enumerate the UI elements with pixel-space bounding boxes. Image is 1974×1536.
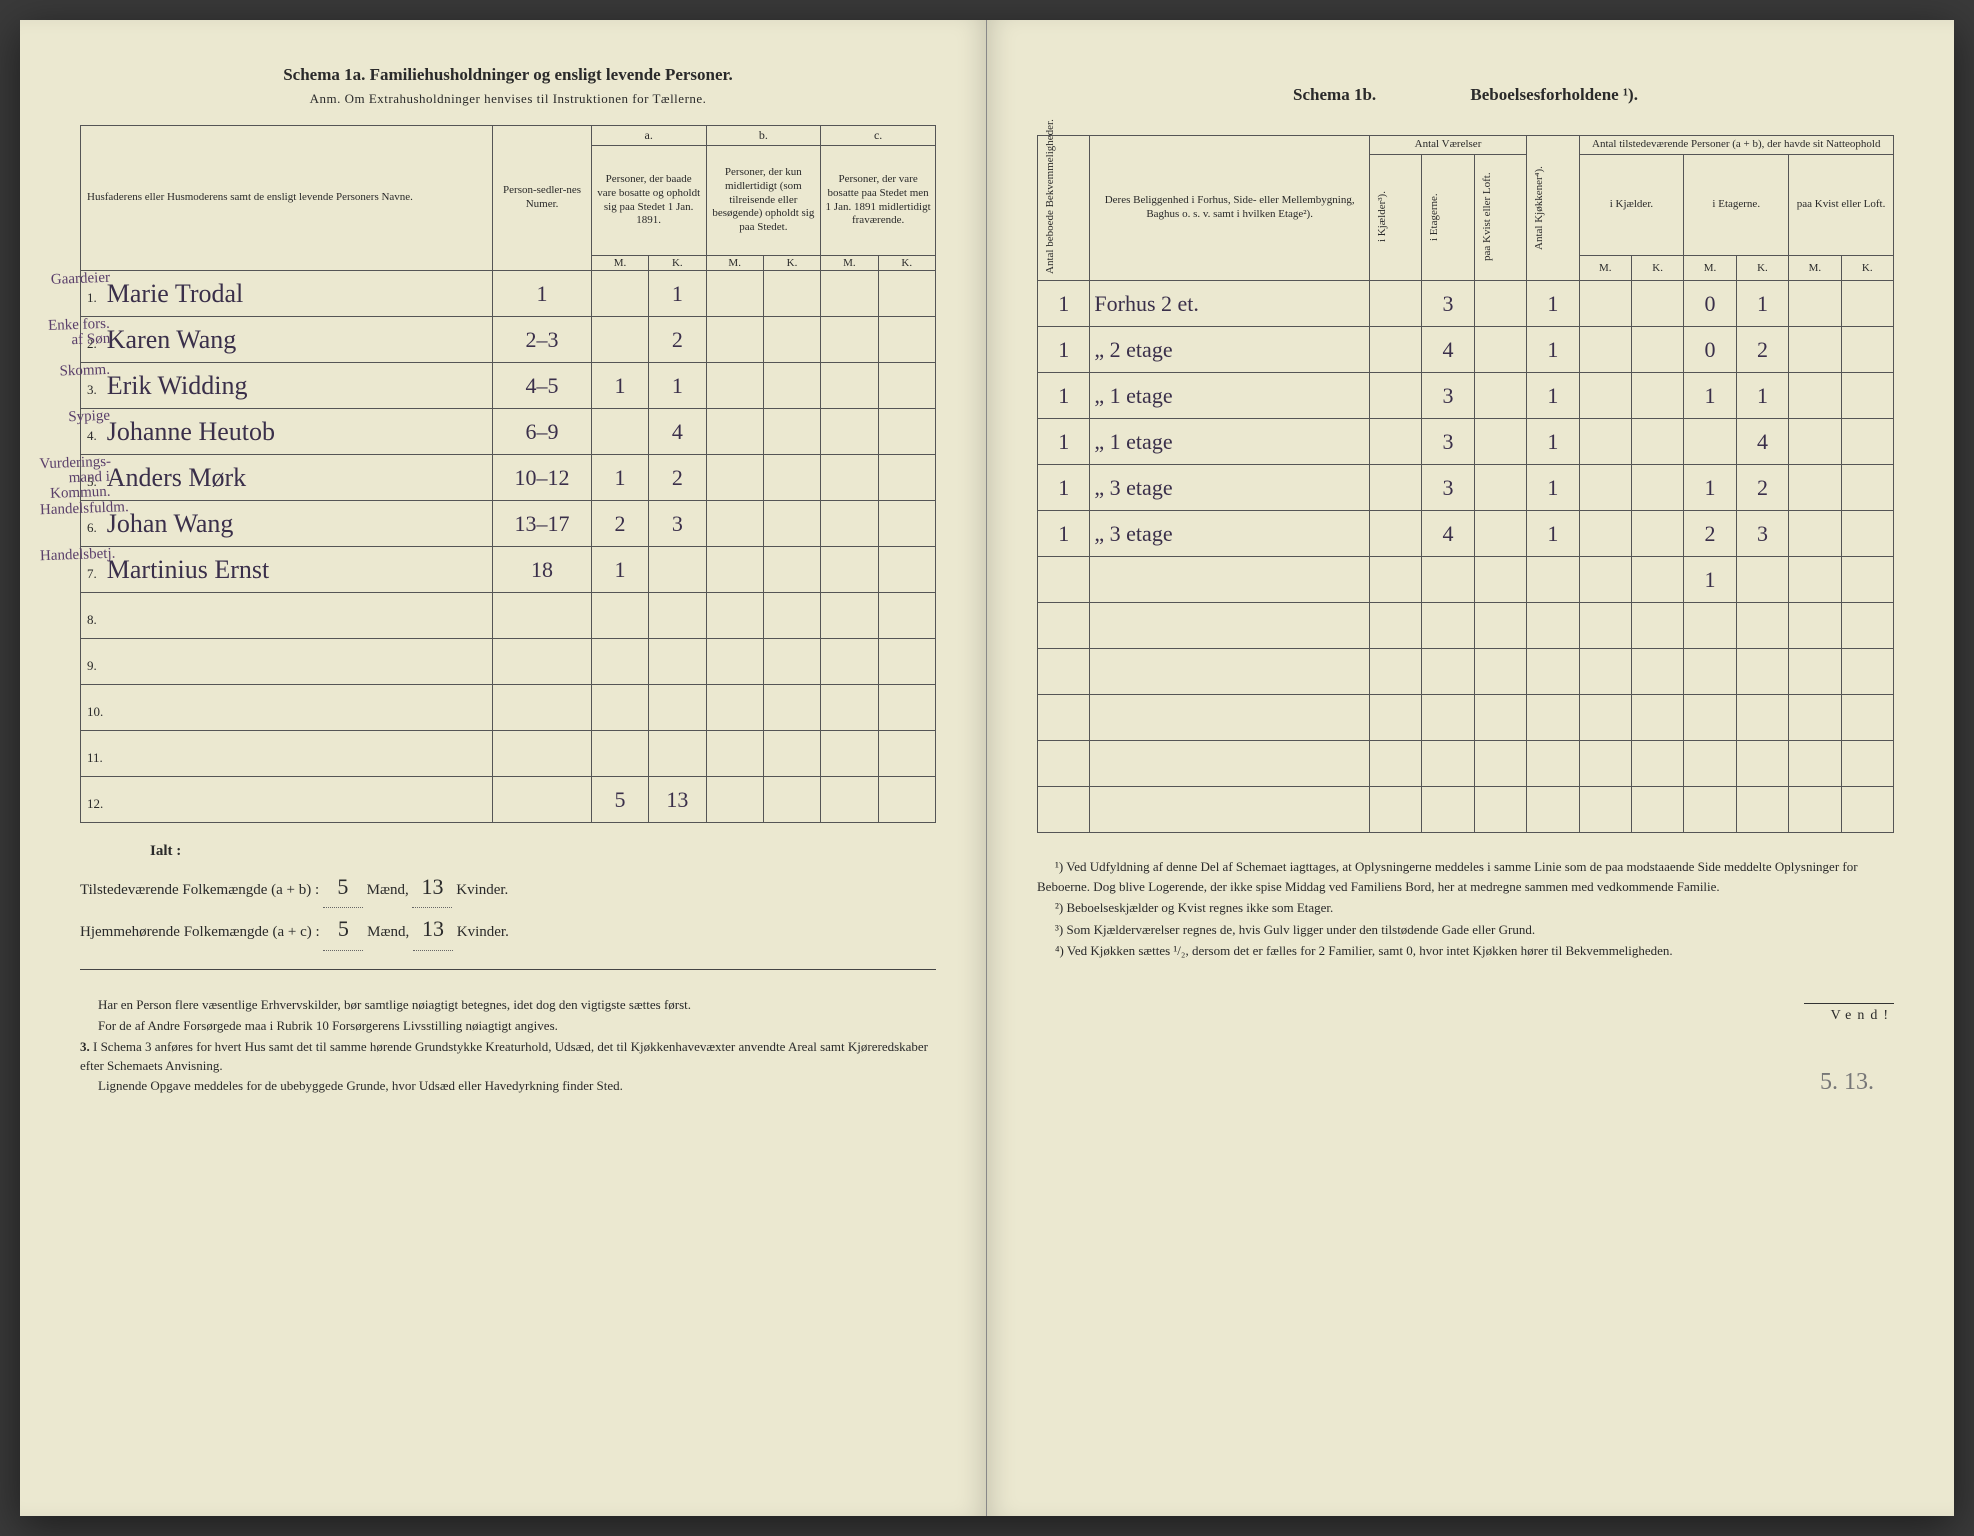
table-row: 9. [81, 639, 936, 685]
fn-3: ³) Som Kjælderværelser regnes de, hvis G… [1037, 920, 1894, 940]
c-k: K. [878, 256, 935, 271]
line1-m-label: Mænd, [367, 882, 409, 898]
line2-k-label: Kvinder. [457, 924, 509, 940]
b-k: K. [763, 256, 820, 271]
col-beliggenhed: Deres Beliggenhed i Forhus, Side- eller … [1090, 136, 1370, 281]
table-row: 1„ 2 etage4102 [1038, 327, 1894, 373]
nkj-m: M. [1579, 256, 1631, 281]
line2-text: Hjemmehørende Folkemængde (a + c) : [80, 924, 320, 940]
table-row: 2. Karen Wang2–32 [81, 317, 936, 363]
col-person-num: Person-sedler-nes Numer. [493, 126, 592, 271]
vaer-kjael: i Kjælder³). [1374, 167, 1392, 267]
fn-4: ⁴) Ved Kjøkken sættes ¹/₂, dersom det er… [1037, 941, 1894, 961]
right-footnotes: ¹) Ved Udfyldning af denne Del af Schema… [1037, 857, 1894, 961]
schema-1a-title: Schema 1a. Familiehusholdninger og ensli… [80, 65, 936, 85]
margin-note: Enke fors. af Søn [39, 317, 110, 349]
table-row: 10. [81, 685, 936, 731]
hjemme-line: Hjemmehørende Folkemængde (a + c) : 5 Mæ… [80, 908, 936, 951]
col-b-label: b. [706, 126, 821, 146]
line1-m: 5 [323, 866, 363, 909]
schema-1b-text: Beboelsesforholdene ¹). [1470, 85, 1638, 104]
margin-note: Sypige [40, 409, 110, 426]
instr-3: 3. I Schema 3 anføres for hvert Hus samt… [80, 1038, 936, 1076]
c-m: M. [821, 256, 878, 271]
table-row: 1„ 1 etage3111 [1038, 373, 1894, 419]
nkv-m: M. [1789, 256, 1841, 281]
instr-4: Lignende Opgave meddeles for de ubebygge… [80, 1077, 936, 1096]
table-row: 1„ 3 etage3112 [1038, 465, 1894, 511]
table-row: 7. Martinius Ernst181 [81, 547, 936, 593]
col-name: Husfaderens eller Husmoderens samt de en… [81, 126, 493, 271]
col-a-text: Personer, der baade vare bosatte og opho… [591, 146, 706, 256]
col-kjokken: Antal Kjøkkener⁴). [1531, 138, 1549, 278]
net-m: M. [1684, 256, 1736, 281]
ialt-block: Ialt : Tilstedeværende Folkemængde (a + … [80, 837, 936, 951]
table-row [1038, 741, 1894, 787]
natt-kjael: i Kjælder. [1579, 154, 1684, 255]
line1-k-label: Kvinder. [456, 882, 508, 898]
table-row: 1„ 3 etage4123 [1038, 511, 1894, 557]
table-row: 1„ 1 etage314 [1038, 419, 1894, 465]
vaer-etag: i Etagerne. [1426, 167, 1444, 267]
pencil-sum: 5. 13. [1820, 1069, 1874, 1096]
natt-etag: i Etagerne. [1684, 154, 1789, 255]
instr-1: Har en Person flere væsentlige Erhvervsk… [80, 996, 936, 1015]
schema-1a-table: Husfaderens eller Husmoderens samt de en… [80, 125, 936, 823]
margin-note: Vurderings-mand i Kommun. [39, 455, 111, 502]
margin-note: Gaardeier [40, 271, 110, 288]
line2-k: 13 [413, 908, 453, 951]
ialt-label: Ialt : [150, 837, 936, 866]
margin-note: Skomm. [40, 363, 110, 380]
line1-k: 13 [412, 866, 452, 909]
table-row: 12. 513 [81, 777, 936, 823]
table-row: 8. [81, 593, 936, 639]
census-book: Schema 1a. Familiehusholdninger og ensli… [20, 20, 1954, 1516]
schema-1b-label: Schema 1b. [1293, 85, 1376, 105]
line1-text: Tilstedeværende Folkemængde (a + b) : [80, 882, 319, 898]
natt-kvist: paa Kvist eller Loft. [1789, 154, 1894, 255]
table-row [1038, 695, 1894, 741]
col-tilstede: Antal tilstedeværende Personer (a + b), … [1579, 136, 1893, 155]
col-a-label: a. [591, 126, 706, 146]
table-row: 11. [81, 731, 936, 777]
vaer-kvist: paa Kvist eller Loft. [1479, 167, 1497, 267]
line2-m-label: Mænd, [367, 924, 409, 940]
tilstede-line: Tilstedeværende Folkemængde (a + b) : 5 … [80, 866, 936, 909]
nkj-k: K. [1631, 256, 1683, 281]
col-vaerelser: Antal Værelser [1369, 136, 1526, 155]
line2-m: 5 [323, 908, 363, 951]
schema-1b-table: Antal beboede Bekvemmeligheder. Deres Be… [1037, 135, 1894, 833]
b-m: M. [706, 256, 763, 271]
left-instructions: Har en Person flere væsentlige Erhvervsk… [80, 996, 936, 1096]
table-row [1038, 603, 1894, 649]
fn-2: ²) Beboelseskjælder og Kvist regnes ikke… [1037, 898, 1894, 918]
instr-2: For de af Andre Forsørgede maa i Rubrik … [80, 1017, 936, 1036]
col-c-label: c. [821, 126, 936, 146]
table-row [1038, 787, 1894, 833]
a-k: K. [649, 256, 706, 271]
table-row [1038, 649, 1894, 695]
table-row: 6. Johan Wang13–1723 [81, 501, 936, 547]
col-c-text: Personer, der vare bosatte paa Stedet me… [821, 146, 936, 256]
a-m: M. [591, 256, 648, 271]
schema-1b-title: Schema 1b. Beboelsesforholdene ¹). [1037, 85, 1894, 105]
col-b-text: Personer, der kun midlertidigt (som tilr… [706, 146, 821, 256]
right-page: Schema 1b. Beboelsesforholdene ¹). Antal… [987, 20, 1954, 1516]
margin-note: Handelsbetj. [40, 547, 110, 564]
net-k: K. [1736, 256, 1788, 281]
table-row: 1Forhus 2 et.3101 [1038, 281, 1894, 327]
nkv-k: K. [1841, 256, 1893, 281]
table-row: 1 [1038, 557, 1894, 603]
left-page: Schema 1a. Familiehusholdninger og ensli… [20, 20, 987, 1516]
table-row: 4. Johanne Heutob6–94 [81, 409, 936, 455]
margin-note: Handelsfuldm. [40, 501, 110, 518]
table-row: 5. Anders Mørk10–1212 [81, 455, 936, 501]
col-bekv: Antal beboede Bekvemmeligheder. [1042, 138, 1060, 278]
vend-label: Vend! [1804, 1003, 1894, 1024]
anm-note: Anm. Om Extrahusholdninger henvises til … [80, 91, 936, 107]
table-row: 3. Erik Widding4–511 [81, 363, 936, 409]
fn-1: ¹) Ved Udfyldning af denne Del af Schema… [1037, 857, 1894, 896]
table-row: 1. Marie Trodal11 [81, 271, 936, 317]
